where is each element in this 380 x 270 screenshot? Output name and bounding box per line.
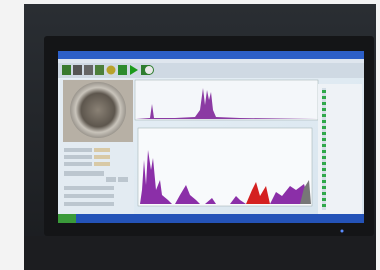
spectrum-overview bbox=[135, 80, 318, 120]
status-indicators bbox=[322, 88, 326, 210]
toolbar bbox=[58, 63, 364, 78]
power-light bbox=[341, 230, 344, 233]
photo bbox=[0, 0, 380, 270]
taskbar bbox=[58, 214, 364, 223]
desk bbox=[24, 236, 376, 270]
menu-bar bbox=[58, 59, 364, 63]
start-button bbox=[58, 214, 76, 223]
title-bar bbox=[58, 51, 364, 59]
page: (() => { const data = JSON.parse(documen… bbox=[0, 0, 380, 270]
sample-image bbox=[70, 82, 126, 138]
